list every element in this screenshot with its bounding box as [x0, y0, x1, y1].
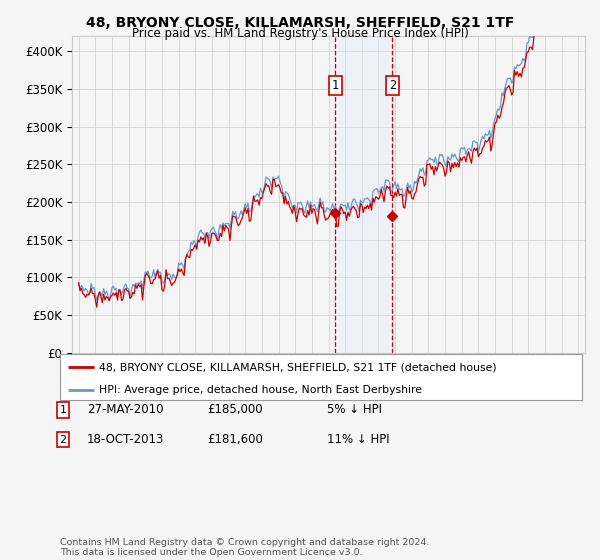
Text: 2: 2: [59, 435, 67, 445]
Text: 5% ↓ HPI: 5% ↓ HPI: [327, 403, 382, 417]
Text: 1: 1: [59, 405, 67, 415]
Text: 48, BRYONY CLOSE, KILLAMARSH, SHEFFIELD, S21 1TF: 48, BRYONY CLOSE, KILLAMARSH, SHEFFIELD,…: [86, 16, 514, 30]
Text: 1: 1: [332, 79, 339, 92]
Text: 18-OCT-2013: 18-OCT-2013: [87, 433, 164, 446]
Text: £185,000: £185,000: [207, 403, 263, 417]
Text: HPI: Average price, detached house, North East Derbyshire: HPI: Average price, detached house, Nort…: [99, 385, 422, 395]
Text: 11% ↓ HPI: 11% ↓ HPI: [327, 433, 389, 446]
Text: £181,600: £181,600: [207, 433, 263, 446]
Text: Contains HM Land Registry data © Crown copyright and database right 2024.
This d: Contains HM Land Registry data © Crown c…: [60, 538, 430, 557]
Text: Price paid vs. HM Land Registry's House Price Index (HPI): Price paid vs. HM Land Registry's House …: [131, 27, 469, 40]
Bar: [335, 36, 392, 353]
Text: 48, BRYONY CLOSE, KILLAMARSH, SHEFFIELD, S21 1TF (detached house): 48, BRYONY CLOSE, KILLAMARSH, SHEFFIELD,…: [99, 362, 497, 372]
Text: 27-MAY-2010: 27-MAY-2010: [87, 403, 163, 417]
Text: 2: 2: [389, 79, 396, 92]
